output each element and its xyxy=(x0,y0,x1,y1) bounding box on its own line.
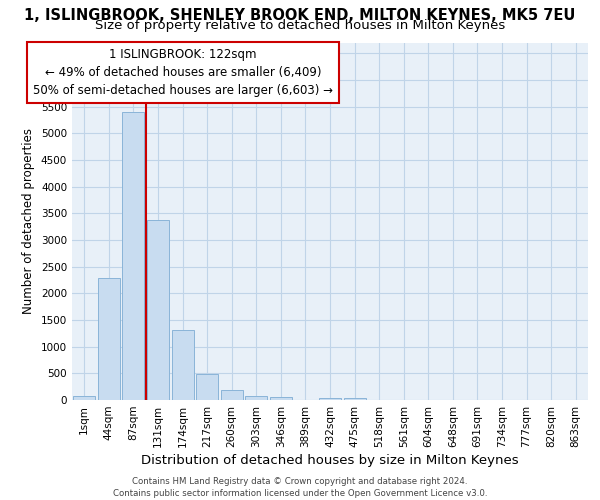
X-axis label: Distribution of detached houses by size in Milton Keynes: Distribution of detached houses by size … xyxy=(141,454,519,467)
Bar xyxy=(147,220,169,400)
Y-axis label: Number of detached properties: Number of detached properties xyxy=(22,128,35,314)
Text: Size of property relative to detached houses in Milton Keynes: Size of property relative to detached ho… xyxy=(95,19,505,32)
Bar xyxy=(98,278,120,400)
Bar xyxy=(245,396,268,400)
Bar xyxy=(196,374,218,400)
Bar xyxy=(270,397,292,400)
Bar xyxy=(73,396,95,400)
Text: 1, ISLINGBROOK, SHENLEY BROOK END, MILTON KEYNES, MK5 7EU: 1, ISLINGBROOK, SHENLEY BROOK END, MILTO… xyxy=(25,8,575,22)
Bar xyxy=(122,112,145,400)
Text: Contains HM Land Registry data © Crown copyright and database right 2024.
Contai: Contains HM Land Registry data © Crown c… xyxy=(113,476,487,498)
Bar xyxy=(319,398,341,400)
Text: 1 ISLINGBROOK: 122sqm
← 49% of detached houses are smaller (6,409)
50% of semi-d: 1 ISLINGBROOK: 122sqm ← 49% of detached … xyxy=(33,48,333,97)
Bar xyxy=(344,398,365,400)
Bar xyxy=(221,390,243,400)
Bar xyxy=(172,330,194,400)
